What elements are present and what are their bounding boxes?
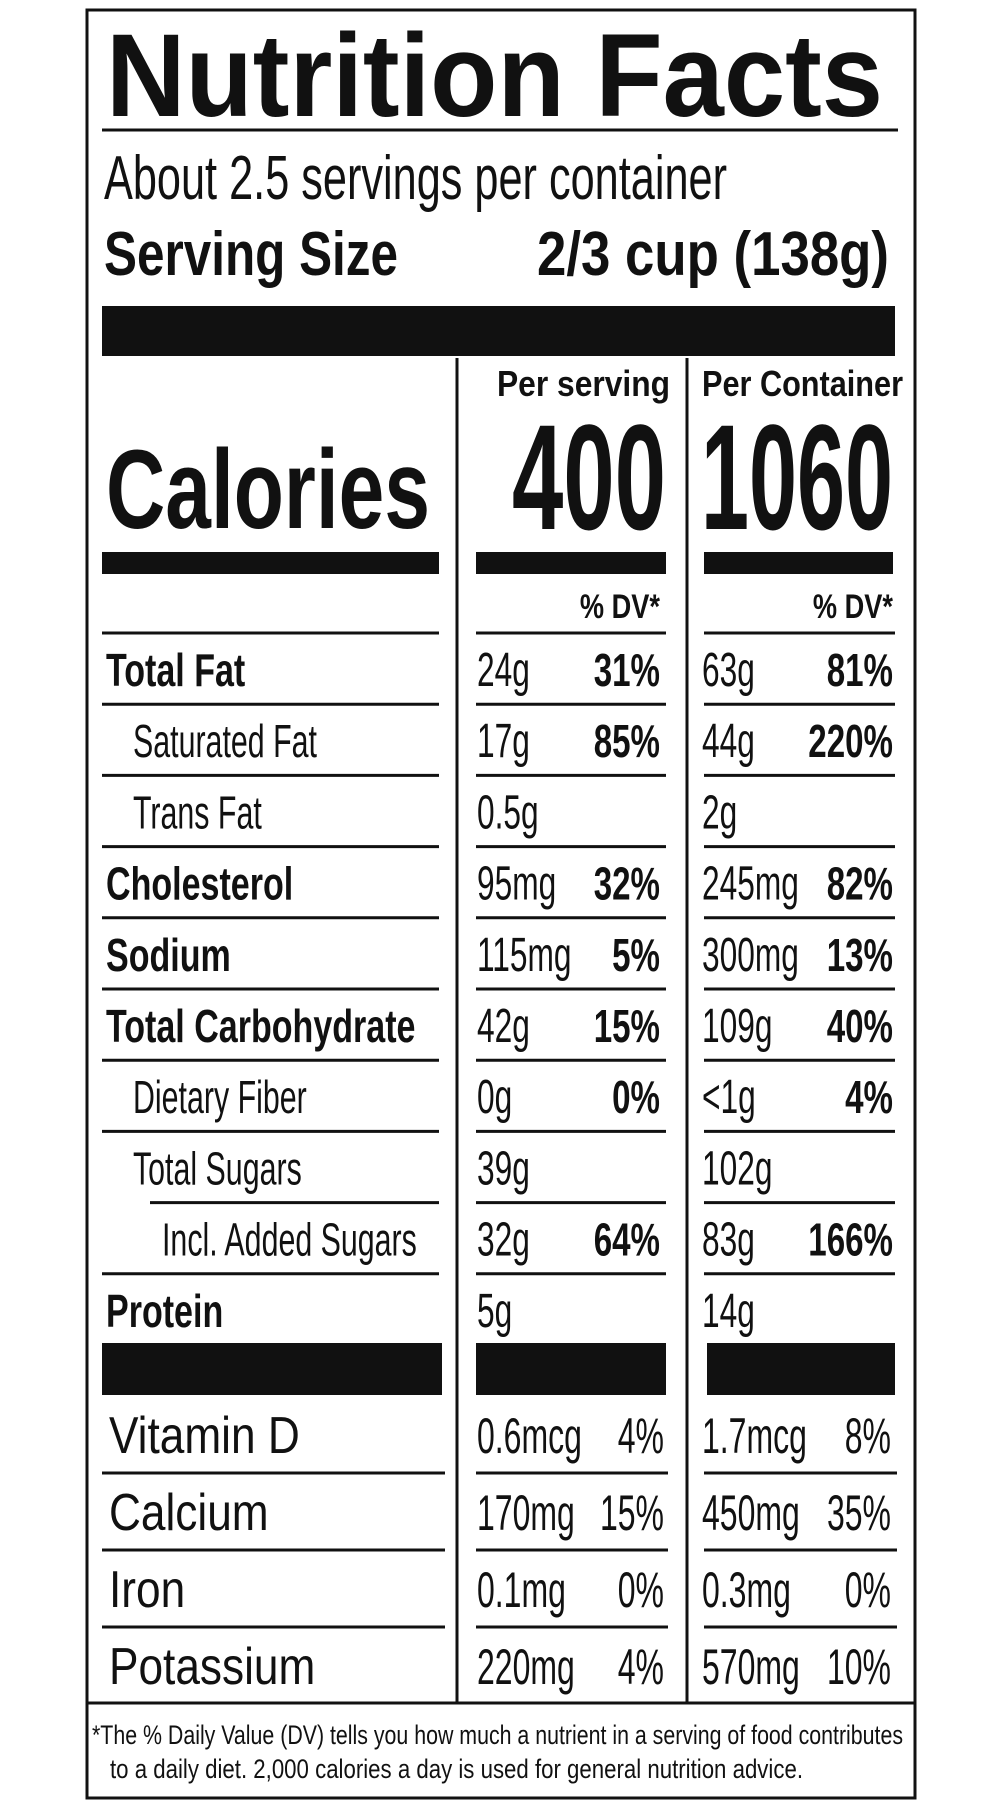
vitamin-bar	[102, 1343, 442, 1395]
amount: 0g	[477, 1070, 512, 1124]
amount: 300mg	[702, 927, 799, 981]
amount: 570mg	[702, 1639, 800, 1695]
amount: 39g	[477, 1141, 530, 1195]
amount: 95mg	[477, 856, 556, 910]
nutrient-name: Cholesterol	[106, 858, 293, 910]
amount: 0.1mg	[477, 1562, 566, 1618]
daily-value: 4%	[845, 1073, 893, 1123]
amount: 0.5g	[477, 785, 539, 839]
nutrient-name: Total Fat	[106, 644, 245, 696]
amount: 109g	[702, 998, 772, 1052]
calories-label: Calories	[106, 427, 430, 552]
daily-value: 0%	[612, 1073, 660, 1123]
amount: 170mg	[477, 1485, 575, 1541]
daily-value: 166%	[808, 1215, 893, 1265]
daily-value: 82%	[827, 859, 893, 909]
daily-value: 10%	[827, 1639, 891, 1695]
amount: 245mg	[702, 856, 799, 910]
daily-value: 8%	[845, 1408, 891, 1464]
amount: 44g	[702, 714, 755, 768]
vitamin-name: Potassium	[109, 1638, 315, 1696]
daily-value: 81%	[827, 646, 893, 696]
calories-value: 400	[512, 393, 666, 561]
nutrient-name: Total Sugars	[133, 1144, 302, 1195]
vitamin-name: Calcium	[109, 1484, 269, 1542]
daily-value: 32%	[594, 859, 660, 909]
daily-value: 64%	[594, 1215, 660, 1265]
amount: 450mg	[702, 1485, 800, 1541]
vitamin-name: Vitamin D	[109, 1407, 300, 1465]
thick-bar	[102, 306, 895, 356]
amount: 83g	[702, 1212, 755, 1266]
daily-value: 85%	[594, 717, 660, 767]
nutrient-name: Trans Fat	[133, 788, 262, 839]
servings: About 2.5 servings per container	[104, 144, 727, 213]
amount: <1g	[702, 1070, 756, 1124]
vitamin-name: Iron	[109, 1561, 185, 1619]
vitamin-bar	[707, 1343, 895, 1395]
daily-value: 13%	[827, 931, 893, 981]
daily-value: 220%	[808, 717, 893, 767]
serving-size-label: Serving Size	[104, 220, 398, 289]
column-heading: Per Container	[702, 363, 903, 404]
amount: 0.6mcg	[477, 1408, 582, 1464]
vitamin-bar	[476, 1343, 666, 1395]
daily-value: 5%	[612, 931, 660, 981]
amount: 1.7mcg	[702, 1408, 807, 1464]
title: Nutrition Facts	[106, 10, 883, 142]
amount: 102g	[702, 1141, 772, 1195]
amount: 2g	[702, 785, 737, 839]
amount: 5g	[477, 1283, 512, 1337]
amount: 0.3mg	[702, 1562, 791, 1618]
amount: 17g	[477, 714, 530, 768]
dv-heading: % DV*	[813, 587, 893, 626]
calories-value: 1060	[701, 393, 893, 561]
footnote: *The % Daily Value (DV) tells you how mu…	[92, 1720, 903, 1750]
nutrient-name: Total Carbohydrate	[106, 1000, 415, 1052]
daily-value: 15%	[600, 1485, 664, 1541]
daily-value: 4%	[618, 1408, 664, 1464]
calories-bar	[102, 552, 439, 574]
amount: 32g	[477, 1212, 530, 1266]
amount: 115mg	[477, 927, 571, 981]
nutrient-name: Incl. Added Sugars	[162, 1215, 417, 1266]
calories-bar	[704, 552, 893, 574]
amount: 220mg	[477, 1639, 575, 1695]
nutrient-name: Dietary Fiber	[133, 1073, 307, 1124]
column-heading: Per serving	[497, 363, 670, 404]
dv-heading: % DV*	[580, 587, 660, 626]
daily-value: 4%	[618, 1639, 664, 1695]
daily-value: 35%	[827, 1485, 891, 1541]
amount: 42g	[477, 998, 530, 1052]
nutrient-name: Saturated Fat	[133, 717, 317, 768]
amount: 14g	[702, 1283, 755, 1337]
nutrient-name: Protein	[106, 1285, 223, 1337]
daily-value: 0%	[618, 1562, 664, 1618]
daily-value: 31%	[594, 646, 660, 696]
footnote: to a daily diet. 2,000 calories a day is…	[110, 1754, 803, 1784]
nutrient-name: Sodium	[106, 929, 231, 981]
label-border	[85, 8, 917, 1800]
calories-bar	[476, 552, 666, 574]
amount: 63g	[702, 642, 755, 696]
daily-value: 15%	[594, 1002, 660, 1052]
daily-value: 0%	[845, 1562, 891, 1618]
daily-value: 40%	[827, 1002, 893, 1052]
amount: 24g	[477, 642, 530, 696]
serving-size: 2/3 cup (138g)	[537, 220, 889, 289]
